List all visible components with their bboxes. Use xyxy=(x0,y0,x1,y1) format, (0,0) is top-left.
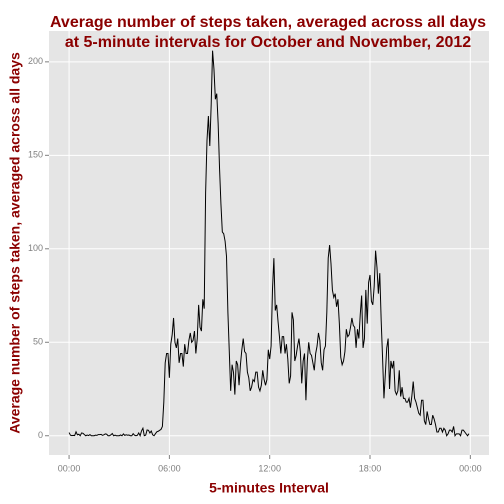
y-tick-label: 50 xyxy=(33,337,43,347)
x-tick-label: 18:00 xyxy=(359,463,382,473)
x-tick-label: 00:00 xyxy=(58,463,81,473)
x-axis-title: 5-minutes Interval xyxy=(209,480,329,496)
chart-title: Average number of steps taken, averaged … xyxy=(49,14,487,51)
panel xyxy=(49,31,489,455)
y-tick-label: 0 xyxy=(38,430,43,440)
data-line xyxy=(68,50,470,438)
x-tick-label: 00:00 xyxy=(459,463,482,473)
y-axis-title: Average number of steps taken, averaged … xyxy=(7,52,23,434)
x-tick-label: 06:00 xyxy=(158,463,181,473)
y-tick-label: 100 xyxy=(28,243,43,253)
y-tick-label: 150 xyxy=(28,150,43,160)
x-tick-label: 12:00 xyxy=(258,463,281,473)
y-tick-label: 200 xyxy=(28,56,43,66)
